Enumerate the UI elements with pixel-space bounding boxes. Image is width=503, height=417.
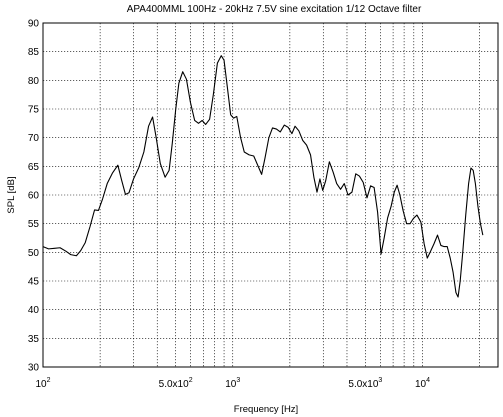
y-tick-label: 70 [28, 133, 40, 144]
y-tick-label: 30 [28, 363, 40, 374]
y-tick-labels: 30 35 40 45 50 55 60 65 70 75 80 85 90 [28, 19, 40, 374]
spl-response-line [42, 55, 484, 298]
x-axis-label: Frequency [Hz] [234, 404, 298, 415]
y-tick-label: 55 [28, 219, 40, 230]
y-tick-label: 50 [28, 248, 40, 259]
y-tick-label: 65 [28, 162, 40, 173]
x-tick-labels: 102 5.0x102 103 5.0x103 104 [35, 377, 430, 390]
y-tick-label: 75 [28, 105, 40, 116]
y-tick-label: 90 [28, 19, 40, 30]
x-tick-label: 5.0x102 [159, 377, 193, 390]
y-tick-label: 60 [28, 191, 40, 202]
y-tick-label: 40 [28, 305, 40, 316]
chart-title: APA400MML 100Hz - 20kHz 7.5V sine excita… [127, 4, 422, 15]
grid-lines [43, 23, 498, 367]
x-tick-label: 103 [225, 377, 240, 390]
y-tick-label: 35 [28, 334, 40, 345]
y-tick-label: 45 [28, 277, 40, 288]
y-tick-label: 80 [28, 76, 40, 87]
plot-frame [42, 22, 499, 368]
y-axis-label: SPL [dB] [6, 176, 17, 213]
x-tick-label: 5.0x103 [348, 377, 382, 390]
x-tick-label: 104 [415, 377, 430, 390]
x-tick-label: 102 [35, 377, 50, 390]
y-tick-label: 85 [28, 47, 40, 58]
